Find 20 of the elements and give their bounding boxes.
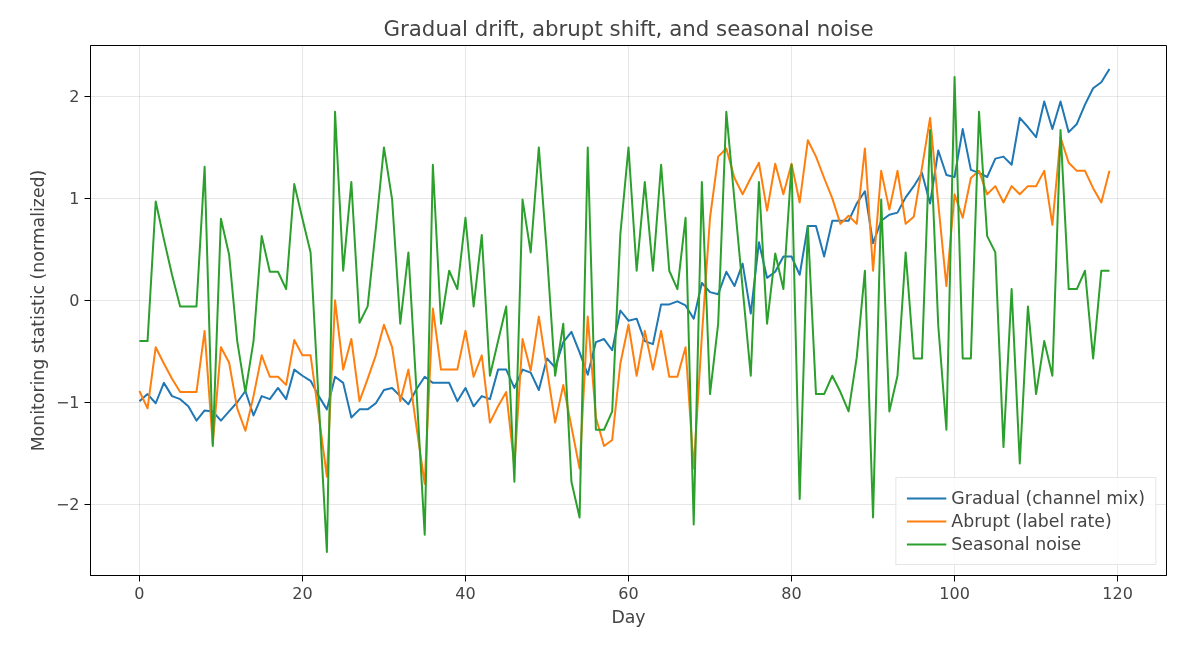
line-series — [138, 116, 1111, 485]
legend-label: Abrupt (label rate) — [951, 511, 1112, 531]
x-tick-label: 20 — [292, 583, 313, 603]
x-axis-title: Day — [611, 606, 646, 627]
y-tick-label: 1 — [69, 189, 80, 209]
x-tick-label: 100 — [939, 583, 970, 603]
y-tick-label: −2 — [55, 495, 80, 515]
y-tick-label: 2 — [69, 87, 80, 107]
x-tick-label: 40 — [455, 583, 476, 603]
chart-title: Gradual drift, abrupt shift, and seasonal noise — [383, 15, 874, 41]
legend-label: Seasonal noise — [951, 534, 1082, 554]
legend-label: Gradual (channel mix) — [951, 488, 1145, 508]
line-series — [138, 67, 1111, 422]
x-tick-label: 80 — [781, 583, 802, 603]
x-tick-label: 120 — [1102, 583, 1133, 603]
y-axis-title: Monitoring statistic (normalized) — [27, 169, 48, 452]
y-tick-label: −1 — [55, 393, 80, 413]
x-tick-label: 60 — [618, 583, 639, 603]
y-tick-label: 0 — [69, 291, 80, 311]
x-tick-label: 0 — [134, 583, 145, 603]
